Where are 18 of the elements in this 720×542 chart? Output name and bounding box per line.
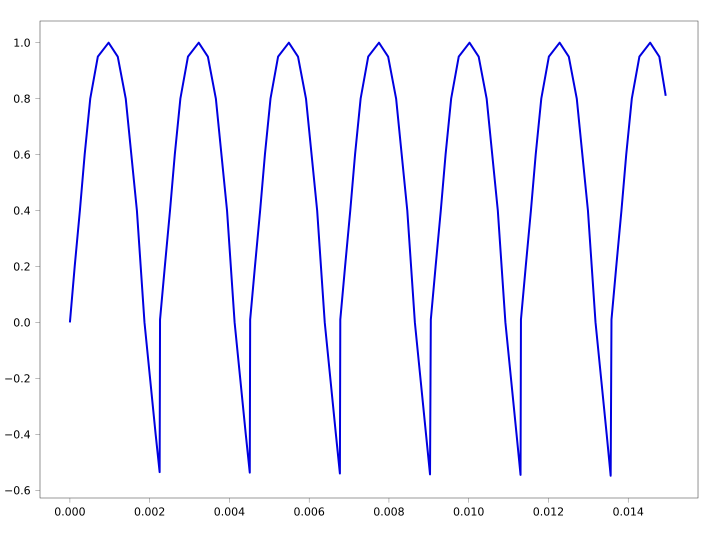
y-tick-label: −0.4	[5, 430, 30, 438]
x-tick-label: 0.006	[294, 507, 324, 516]
y-tick-label: −0.6	[5, 486, 30, 494]
y-tick-label: 1.0	[14, 38, 30, 47]
x-tick-label: 0.012	[534, 507, 564, 516]
line-series	[68, 42, 667, 477]
y-tick-label: 0.2	[14, 262, 30, 271]
x-tick-label: 0.008	[374, 507, 404, 516]
x-tick-label: 0.002	[134, 507, 164, 516]
x-tick-label: 0.014	[613, 507, 644, 516]
y-tick-label: 0.6	[14, 150, 30, 159]
y-tick-label: 0.8	[14, 94, 30, 103]
y-tick-label: −0.2	[5, 374, 30, 383]
x-tick-label: 0.000	[54, 507, 85, 516]
y-tick-label: 0.4	[14, 206, 30, 215]
x-tick-label: 0.004	[214, 507, 244, 516]
x-tick-label: 0.010	[454, 507, 484, 516]
y-tick-label: 0.0	[14, 318, 30, 327]
